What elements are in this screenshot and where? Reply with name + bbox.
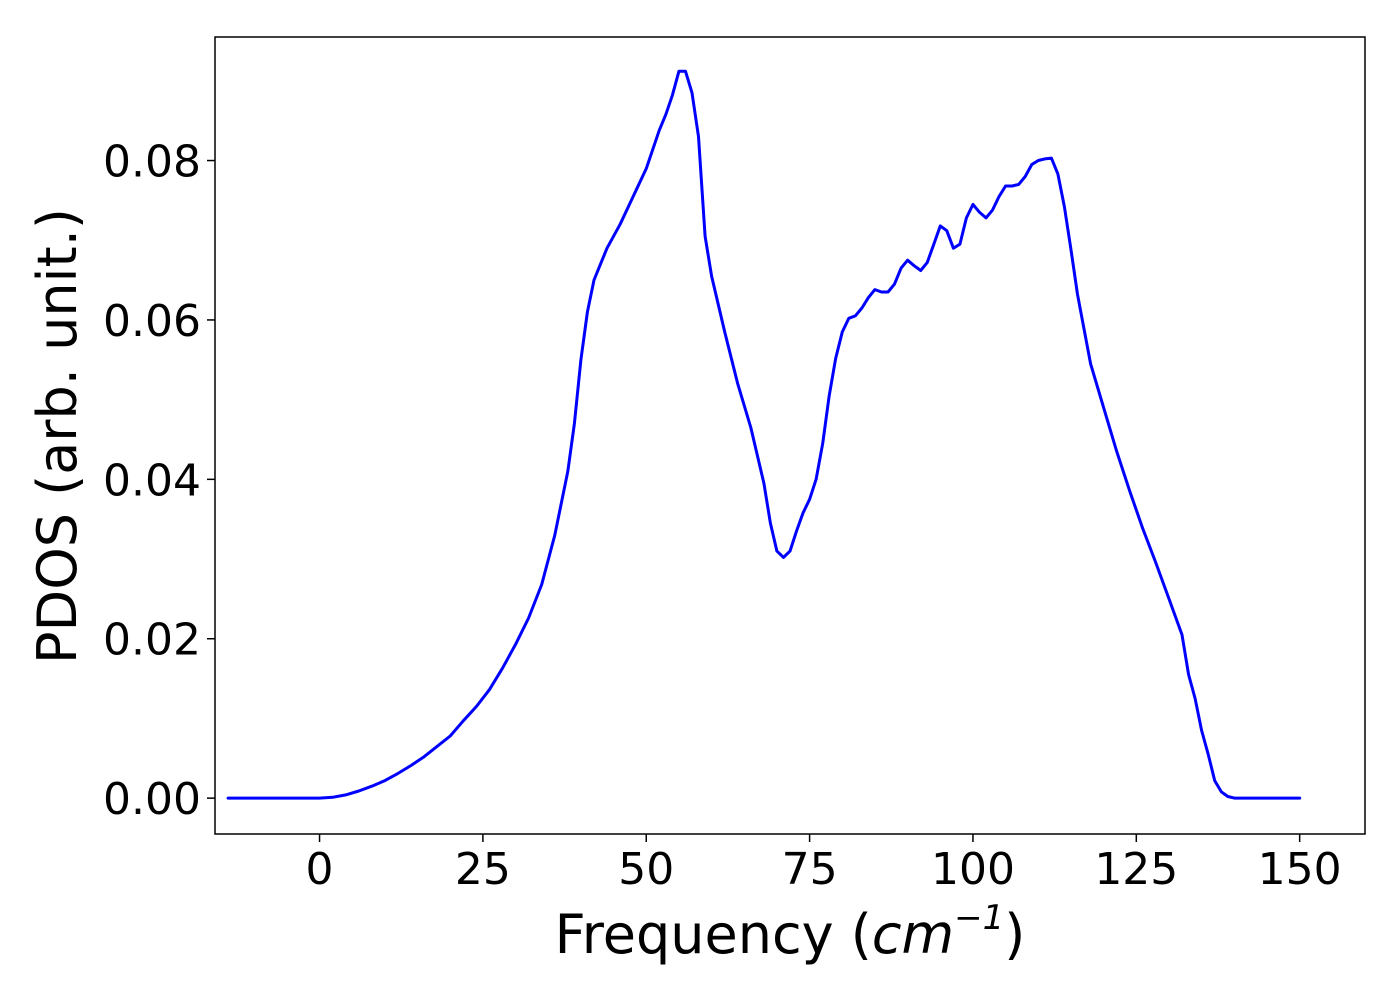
ticks-layer: 0 25 50 75 100 125 150 0.00 0.02 0.04 0.06 0.08 <box>103 137 1342 895</box>
x-tick-label: 125 <box>1094 844 1178 895</box>
x-tick-label: 100 <box>931 844 1015 895</box>
x-axis-label: Frequency (cm−1) <box>555 898 1026 966</box>
y-tick-label: 0.04 <box>103 455 201 506</box>
x-tick-label: 0 <box>306 844 334 895</box>
y-tick-label: 0.02 <box>103 615 201 666</box>
x-tick-label: 75 <box>782 844 838 895</box>
y-tick-label: 0.06 <box>103 296 201 347</box>
x-tick-label: 50 <box>618 844 674 895</box>
y-tick-label: 0.08 <box>103 137 201 188</box>
x-tick-label: 25 <box>455 844 511 895</box>
y-tick-label: 0.00 <box>103 774 201 825</box>
y-axis-label: PDOS (arb. unit.) <box>26 208 89 664</box>
series-layer <box>226 69 1302 800</box>
x-tick-label: 150 <box>1258 844 1342 895</box>
plot-area-frame <box>214 36 1366 835</box>
pdos-series-line <box>226 69 1302 800</box>
